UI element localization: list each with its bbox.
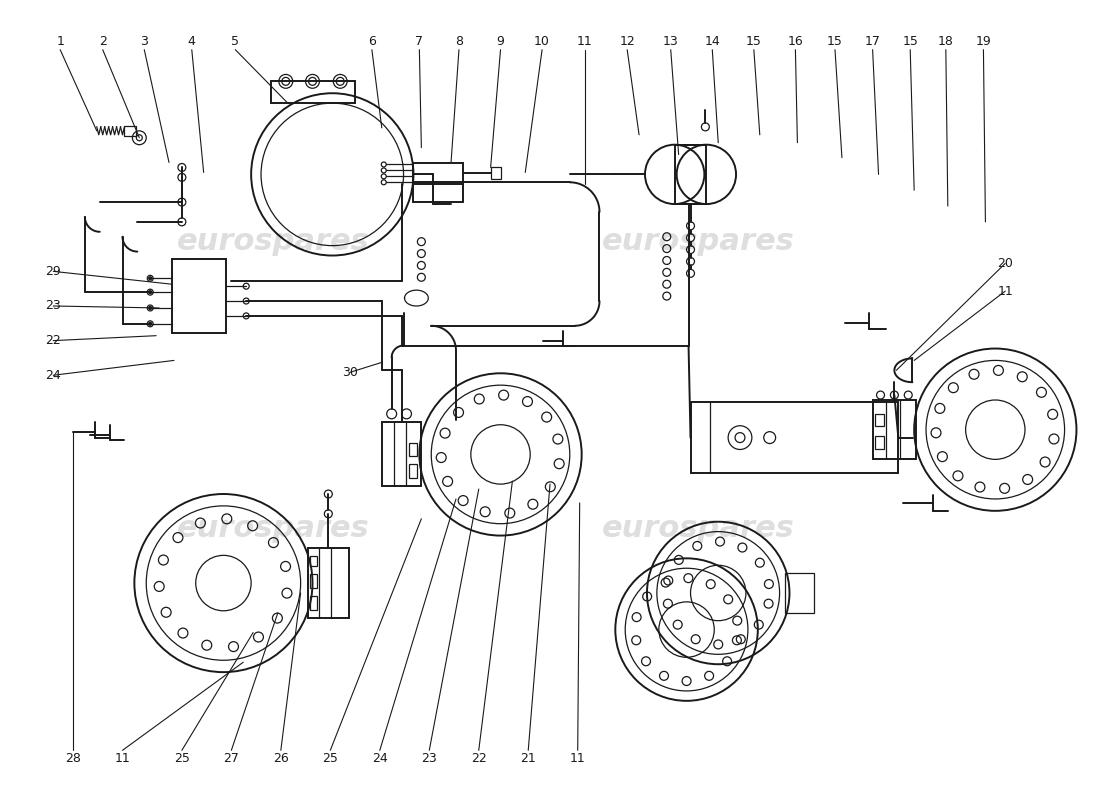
Circle shape	[382, 180, 386, 185]
Text: eurospares: eurospares	[176, 227, 370, 256]
Text: 5: 5	[231, 35, 240, 48]
Text: 22: 22	[471, 752, 486, 765]
Text: 1: 1	[56, 35, 64, 48]
Text: 11: 11	[998, 285, 1013, 298]
Text: 23: 23	[45, 299, 62, 313]
Bar	[874, 414, 884, 426]
Bar	[409, 442, 417, 457]
Text: 27: 27	[223, 752, 240, 765]
Text: 25: 25	[174, 752, 190, 765]
Text: 24: 24	[372, 752, 387, 765]
Text: 28: 28	[65, 752, 81, 765]
Text: 14: 14	[704, 35, 720, 48]
Text: 21: 21	[520, 752, 536, 765]
Text: 8: 8	[455, 35, 463, 48]
Text: 11: 11	[114, 752, 131, 765]
Circle shape	[382, 162, 386, 167]
Text: 7: 7	[416, 35, 424, 48]
Bar	[491, 167, 501, 179]
Text: 20: 20	[998, 257, 1013, 270]
Text: 23: 23	[421, 752, 437, 765]
Text: eurospares: eurospares	[602, 227, 795, 256]
Text: 15: 15	[902, 35, 918, 48]
Text: 29: 29	[45, 265, 62, 278]
Bar	[309, 556, 318, 566]
Text: 26: 26	[273, 752, 288, 765]
Bar	[872, 400, 916, 459]
Bar	[874, 436, 884, 450]
Text: 19: 19	[976, 35, 991, 48]
Text: 11: 11	[570, 752, 585, 765]
Text: 4: 4	[188, 35, 196, 48]
Text: eurospares: eurospares	[176, 514, 370, 543]
Text: 22: 22	[45, 334, 62, 347]
Text: 30: 30	[342, 366, 358, 378]
Bar	[691, 402, 899, 474]
Bar	[784, 573, 814, 613]
Text: 15: 15	[746, 35, 762, 48]
Text: 13: 13	[663, 35, 679, 48]
Text: 16: 16	[788, 35, 803, 48]
Bar	[309, 574, 318, 588]
Text: 3: 3	[141, 35, 149, 48]
Text: 6: 6	[367, 35, 376, 48]
Bar	[309, 596, 318, 610]
Circle shape	[382, 168, 386, 173]
Text: eurospares: eurospares	[602, 514, 795, 543]
Bar	[674, 145, 706, 204]
Circle shape	[148, 277, 152, 280]
Bar	[382, 422, 421, 486]
Bar	[271, 82, 355, 103]
Text: 25: 25	[322, 752, 339, 765]
Circle shape	[148, 290, 152, 294]
Circle shape	[382, 174, 386, 179]
Bar	[308, 549, 349, 618]
Text: 24: 24	[45, 369, 62, 382]
Text: 12: 12	[619, 35, 635, 48]
Bar	[124, 126, 136, 136]
Text: 17: 17	[865, 35, 880, 48]
Text: 15: 15	[827, 35, 843, 48]
Circle shape	[148, 322, 152, 326]
Text: 2: 2	[99, 35, 107, 48]
Text: 10: 10	[535, 35, 550, 48]
Text: 11: 11	[576, 35, 593, 48]
Bar	[409, 464, 417, 478]
Text: 18: 18	[938, 35, 954, 48]
Text: 9: 9	[496, 35, 505, 48]
Circle shape	[148, 306, 152, 310]
Bar	[414, 162, 463, 184]
Bar	[172, 259, 227, 334]
